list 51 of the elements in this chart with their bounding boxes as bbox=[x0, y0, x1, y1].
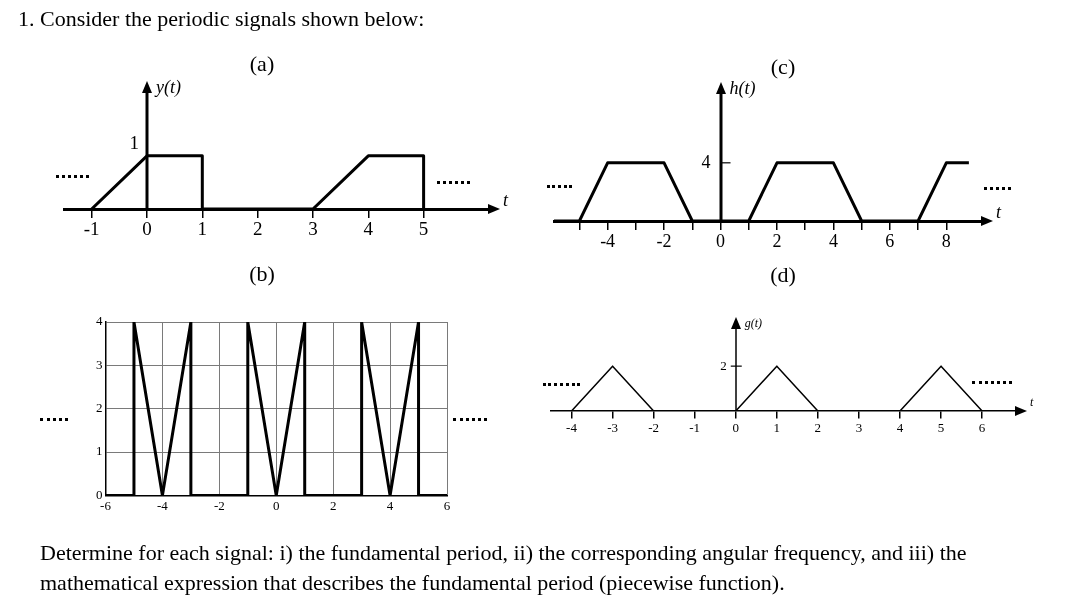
x-tick-label: -2 bbox=[648, 420, 660, 436]
x-tick-label: 0 bbox=[716, 230, 726, 251]
x-axis-title: t bbox=[1030, 395, 1034, 410]
x-tick-label: 3 bbox=[308, 218, 318, 240]
y-tick-label: 2 bbox=[96, 400, 103, 416]
x-tick-label: 6 bbox=[443, 497, 451, 513]
x-tick-label: 0 bbox=[273, 497, 280, 513]
x-tick-label: 5 bbox=[937, 420, 945, 436]
annotation: 2 bbox=[720, 357, 727, 373]
x-tick-label: -4 bbox=[566, 420, 578, 436]
x-tick-label: 4 bbox=[828, 230, 838, 251]
y-tick-label: 0 bbox=[96, 486, 103, 502]
y-axis-title: g(t) bbox=[744, 316, 763, 331]
x-tick-label: -1 bbox=[83, 218, 100, 240]
x-tick-label: 2 bbox=[814, 420, 822, 436]
x-tick-label: 2 bbox=[772, 230, 782, 251]
x-tick-label: 4 bbox=[386, 497, 394, 513]
x-axis-title: t bbox=[503, 189, 509, 210]
x-tick-label: 4 bbox=[896, 420, 904, 436]
x-tick-label: -1 bbox=[689, 420, 701, 436]
x-tick-label: 0 bbox=[732, 420, 740, 436]
x-tick-label: -3 bbox=[607, 420, 619, 436]
x-tick-label: 6 bbox=[978, 420, 986, 436]
y-axis-title: y(t) bbox=[153, 76, 181, 98]
x-tick-label: -4 bbox=[156, 497, 169, 513]
chart-title: (a) bbox=[249, 50, 275, 76]
x-tick-label: 5 bbox=[418, 218, 429, 240]
y-tick-label: 3 bbox=[96, 356, 103, 372]
x-tick-label: 3 bbox=[855, 420, 863, 436]
x-tick-label: 2 bbox=[329, 497, 337, 513]
x-tick-label: 0 bbox=[142, 218, 152, 240]
x-tick-label: 2 bbox=[252, 218, 263, 240]
annotation: 4 bbox=[701, 151, 711, 172]
y-tick-label: 1 bbox=[96, 443, 103, 459]
text: 1. Consider the periodic signals shown below: bbox=[18, 5, 426, 33]
x-tick-label: 8 bbox=[941, 230, 951, 251]
x-tick-label: -2 bbox=[213, 497, 225, 513]
text: Determine for each signal: i) the fundamental period, ii) the corresponding angular frequency, and iii) the mathematical expression that describes the fundamental period (piecewise function). bbox=[40, 539, 968, 597]
x-tick-label: -4 bbox=[600, 230, 616, 251]
y-axis-title: h(t) bbox=[729, 77, 756, 99]
x-tick-label: 1 bbox=[197, 218, 208, 240]
y-tick-label: 4 bbox=[96, 313, 103, 329]
chart-title: (c) bbox=[770, 53, 796, 79]
x-tick-label: 6 bbox=[885, 230, 895, 251]
x-axis-title: t bbox=[996, 201, 1002, 222]
x-tick-label: 4 bbox=[363, 218, 374, 240]
text: 1 bbox=[129, 131, 139, 153]
x-tick-label: -2 bbox=[656, 230, 672, 251]
chart-title: (b) bbox=[249, 260, 275, 286]
x-tick-label: 1 bbox=[773, 420, 781, 436]
chart-title: (d) bbox=[770, 261, 796, 287]
